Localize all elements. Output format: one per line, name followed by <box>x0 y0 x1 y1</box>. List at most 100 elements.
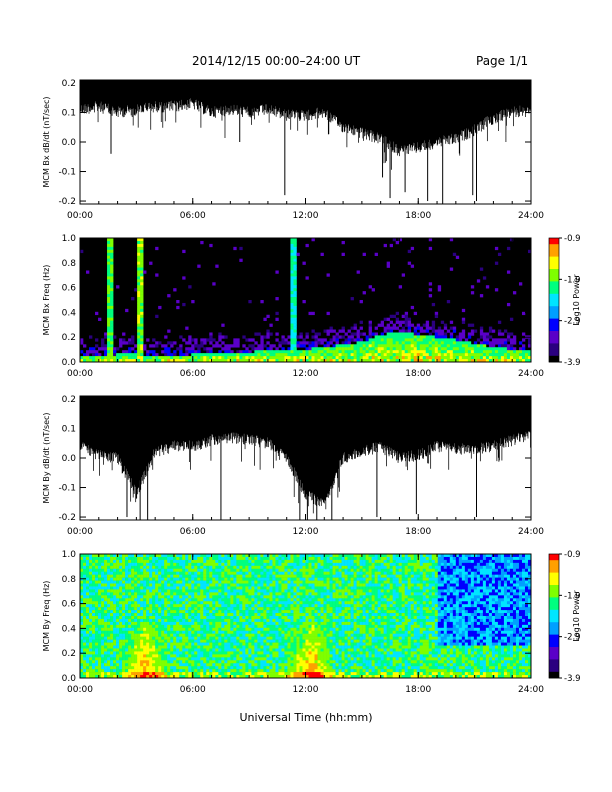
spectrogram-cell <box>188 610 192 614</box>
spectrogram-cell <box>233 636 237 640</box>
spectrogram-cell <box>185 618 189 623</box>
spectrogram-cell <box>281 350 285 354</box>
spectrogram-cell <box>350 326 354 330</box>
axes-1: 00:00 06:00 12:00 18:00 24:000.20.10.0-0.1-0… <box>42 79 544 221</box>
spectrogram-cell <box>215 657 219 661</box>
colorbar-swatch <box>549 345 559 348</box>
spectrogram-cell <box>248 601 252 605</box>
spectrogram-cell <box>188 598 192 602</box>
spectrogram-cell <box>290 660 294 664</box>
spectrogram-cell <box>290 642 294 646</box>
spectrogram-cell <box>86 651 90 655</box>
spectrogram-cell <box>386 359 390 363</box>
spectrogram-cell <box>218 654 222 658</box>
spectrogram-cell <box>449 341 454 345</box>
spectrogram-cell <box>191 350 195 354</box>
spectrogram-cell <box>290 592 294 596</box>
spectrogram-cell <box>122 660 126 664</box>
spectrogram-cell <box>95 624 99 629</box>
spectrogram-cell <box>179 627 183 632</box>
spectrogram-cell <box>122 604 126 608</box>
spectrogram-cell <box>176 663 180 667</box>
spectrogram-cell <box>197 633 201 637</box>
spectrogram-cell <box>164 669 168 673</box>
spectrogram-cell <box>299 639 303 643</box>
spectrogram-cell <box>251 616 255 620</box>
spectrogram-cell <box>239 574 243 578</box>
spectrogram-cell <box>257 610 261 614</box>
spectrogram-cell <box>260 604 264 608</box>
spectrogram-cell <box>191 338 195 342</box>
spectrogram-cell <box>134 675 138 679</box>
spectrogram-cell <box>266 341 270 345</box>
spectrogram-cell <box>395 344 400 348</box>
spectrogram-cell <box>236 571 240 575</box>
spectrogram-cell <box>137 326 141 330</box>
spectrogram-cell <box>233 341 237 345</box>
spectrogram-cell <box>431 356 436 360</box>
spectrogram-cell <box>176 633 180 637</box>
spectrogram-cell <box>236 556 240 561</box>
spectrogram-cell <box>161 350 165 354</box>
spectrogram-cell <box>407 317 412 321</box>
spectrogram-cell <box>314 344 318 348</box>
spectrogram-cell <box>140 267 144 271</box>
spectrogram-cell <box>248 642 252 646</box>
spectrogram-cell <box>197 601 201 605</box>
spectrogram-cell <box>479 329 484 333</box>
spectrogram-cell <box>485 359 490 363</box>
spectrogram-cell <box>299 559 303 564</box>
spectrogram-cell <box>221 586 225 590</box>
spectrogram-cell <box>242 356 246 360</box>
spectrogram-cell <box>140 332 144 336</box>
spectrogram-cell <box>251 621 255 626</box>
spectrogram-cell <box>167 666 171 670</box>
spectrogram-cell <box>386 344 390 348</box>
spectrogram-cell <box>161 616 165 620</box>
spectrogram-cell <box>395 341 400 345</box>
spectrogram-cell <box>227 598 231 602</box>
spectrogram-cell <box>107 657 111 661</box>
spectrogram-cell <box>227 601 231 605</box>
spectrogram-cell <box>260 344 264 348</box>
spectrogram-cell <box>296 559 300 564</box>
spectrogram-cell <box>236 616 240 620</box>
spectrogram-cell <box>128 639 132 643</box>
spectrogram-cell <box>248 577 252 581</box>
spectrogram-cell <box>143 577 147 581</box>
spectrogram-cell <box>353 344 357 348</box>
spectrogram-cell <box>113 589 117 593</box>
spectrogram-cell <box>317 341 321 345</box>
spectrogram-cell <box>500 338 505 342</box>
spectrogram-cell <box>86 660 90 664</box>
spectrogram-cell <box>158 562 162 567</box>
spectrogram-cell <box>137 323 141 327</box>
spectrogram-cell <box>416 323 421 327</box>
spectrogram-cell <box>305 243 309 248</box>
spectrogram-cell <box>98 592 102 596</box>
spectrogram-cell <box>239 621 243 626</box>
spectrogram-cell <box>299 621 303 626</box>
spectrogram-cell <box>89 624 93 629</box>
spectrogram-cell <box>149 669 153 673</box>
spectrogram-cell <box>488 350 493 354</box>
spectrogram-cell <box>296 613 300 617</box>
spectrogram-cell <box>449 350 454 354</box>
spectrogram-cell <box>134 356 138 360</box>
spectrogram-cell <box>326 344 330 348</box>
spectrogram-cell <box>176 574 180 578</box>
spectrogram-cell <box>113 350 117 354</box>
spectrogram-cell <box>254 556 258 561</box>
spectrogram-cell <box>92 633 96 637</box>
spectrogram-cell <box>98 651 102 655</box>
spectrogram-cell <box>398 238 403 242</box>
spectrogram-cell <box>107 592 111 596</box>
spectrogram-cell <box>209 627 213 632</box>
spectrogram-cell <box>98 630 102 635</box>
spectrogram-cell <box>179 657 183 661</box>
spectrogram-cell <box>137 350 141 354</box>
spectrogram-cell <box>260 589 264 593</box>
spectrogram-cell <box>284 356 288 360</box>
spectrogram-cell <box>164 645 168 649</box>
spectrogram-cell <box>389 341 393 345</box>
